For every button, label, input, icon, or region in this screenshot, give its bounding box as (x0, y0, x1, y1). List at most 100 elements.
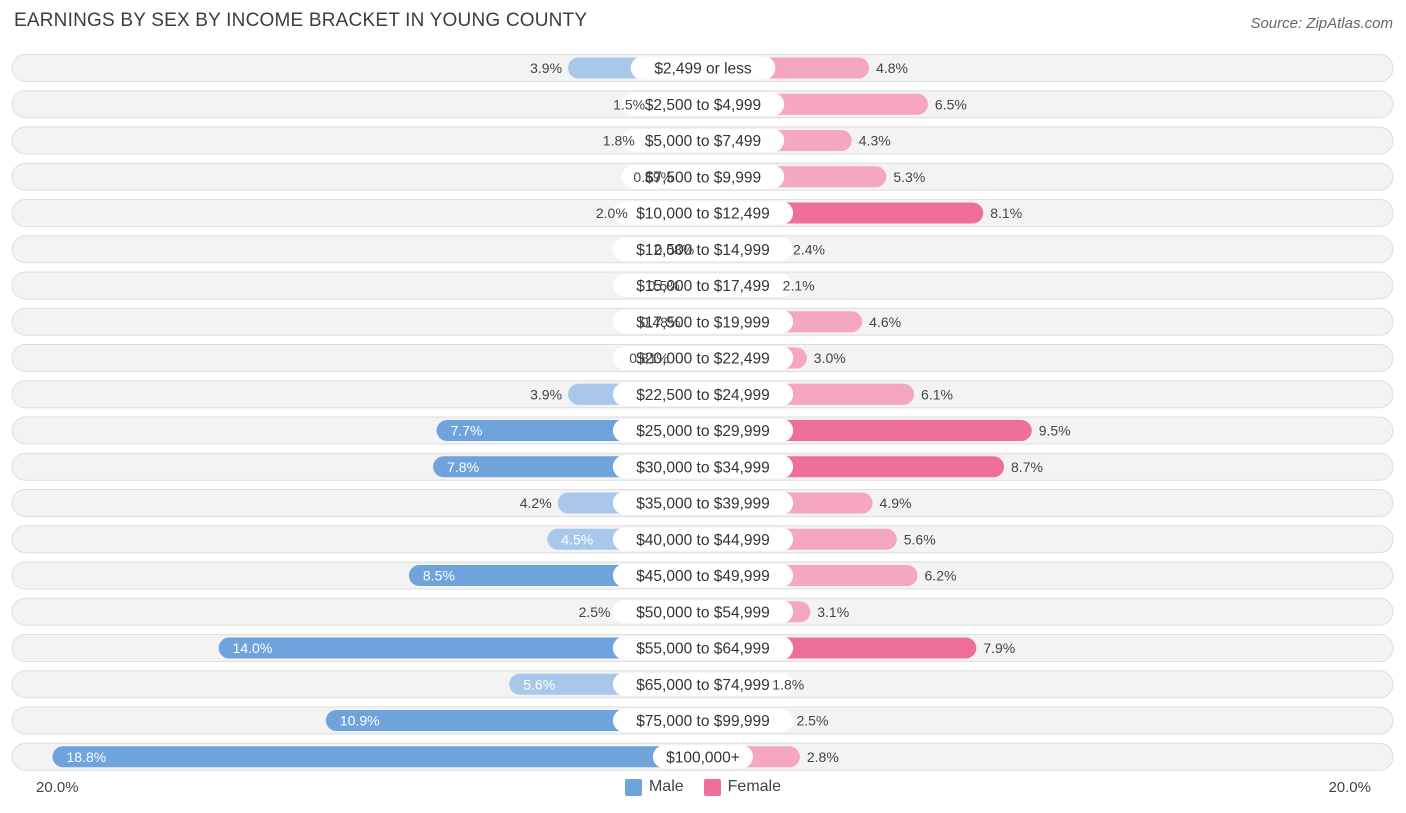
source-credit: Source: ZipAtlas.com (1250, 15, 1393, 32)
male-value-label: 7.8% (447, 459, 479, 475)
female-value-label: 4.9% (880, 495, 912, 511)
category-label: $15,000 to $17,499 (636, 278, 770, 295)
male-value-label: 0.69% (633, 169, 673, 185)
female-value-label: 6.5% (935, 96, 967, 112)
category-pill (612, 564, 794, 587)
category-pill (612, 419, 794, 442)
row-13: $40,000 to $44,999 4.5% 5.6% (11, 525, 1394, 554)
male-value-label: 4.2% (520, 495, 552, 511)
category-label: $40,000 to $44,999 (636, 532, 770, 549)
male-value-label: 10.9% (340, 713, 380, 729)
male-value-label: 0.08% (655, 241, 695, 257)
category-label: $55,000 to $64,999 (636, 641, 770, 658)
category-label: $50,000 to $54,999 (636, 604, 770, 621)
male-value-label: 1.8% (603, 133, 635, 149)
female-value-label: 6.1% (921, 386, 953, 402)
male-value-label: 5.6% (523, 676, 555, 692)
legend-swatch-male (624, 778, 642, 796)
category-label: $2,500 to $4,999 (645, 97, 761, 114)
category-pill (612, 527, 794, 551)
category-label: $5,000 to $7,499 (645, 133, 761, 150)
category-pill (652, 745, 754, 769)
category-pill (612, 274, 794, 297)
female-value-label: 3.1% (817, 604, 849, 620)
category-pill (621, 129, 785, 152)
legend-item-female[interactable]: Female (703, 778, 782, 796)
axis-right-label: 20.0% (1328, 779, 1371, 796)
female-value-label: 2.8% (807, 749, 839, 765)
female-value-label: 7.9% (983, 640, 1015, 656)
category-pill (612, 491, 794, 515)
male-value-label: 7.7% (451, 423, 483, 439)
category-label: $7,500 to $9,999 (645, 169, 761, 186)
male-value-label: 1.5% (613, 96, 645, 112)
row-15: $50,000 to $54,999 2.5% 3.1% (11, 597, 1394, 626)
category-pill (612, 709, 794, 732)
row-18: $75,000 to $99,999 10.9% 2.5% (11, 706, 1394, 735)
female-value-label: 4.3% (859, 133, 891, 149)
row-10: $25,000 to $29,999 7.7% 9.5% (11, 416, 1394, 445)
row-12: $35,000 to $39,999 4.2% 4.9% (11, 489, 1394, 517)
category-label: $65,000 to $74,999 (636, 677, 770, 694)
legend-swatch-female (703, 778, 721, 796)
category-pill (612, 201, 794, 225)
category-label: $35,000 to $39,999 (636, 496, 770, 513)
category-label: $75,000 to $99,999 (636, 713, 770, 730)
female-value-label: 5.3% (893, 169, 925, 185)
category-label: $22,500 to $24,999 (636, 387, 770, 404)
category-label: $10,000 to $12,499 (636, 206, 770, 223)
row-11: $30,000 to $34,999 7.8% 8.7% (11, 452, 1394, 481)
legend-item-male[interactable]: Male (624, 778, 684, 796)
category-pill (612, 382, 794, 406)
male-bar (218, 637, 713, 659)
female-value-label: 8.1% (990, 205, 1022, 221)
male-value-label: 3.9% (530, 60, 562, 76)
legend-label-male: Male (648, 778, 684, 795)
category-pill (612, 346, 794, 370)
male-value-label: 3.9% (530, 386, 562, 402)
female-value-label: 8.7% (1011, 459, 1043, 475)
male-value-label: 0.48% (641, 314, 681, 330)
female-value-label: 4.6% (869, 314, 901, 330)
row-19: $100,000+ 18.8% 2.8% (11, 742, 1394, 771)
row-14: $45,000 to $49,999 8.5% 6.2% (11, 561, 1394, 590)
category-pill (621, 165, 785, 189)
category-pill (612, 636, 794, 660)
male-value-label: 2.5% (579, 604, 611, 620)
category-label: $12,500 to $14,999 (636, 242, 770, 259)
row-0: $2,499 or less 3.9% 4.8% (11, 54, 1394, 82)
row-9: $22,500 to $24,999 3.9% 6.1% (11, 380, 1394, 409)
male-bar (52, 746, 713, 768)
category-label: $45,000 to $49,999 (636, 568, 770, 585)
female-value-label: 6.2% (925, 568, 957, 584)
female-value-label: 2.4% (793, 241, 825, 257)
category-label: $30,000 to $34,999 (636, 459, 770, 476)
row-2: $5,000 to $7,499 1.8% 4.3% (11, 126, 1394, 155)
category-pill (612, 455, 794, 479)
legend: Male Female (0, 778, 1406, 796)
female-value-label: 9.5% (1039, 423, 1071, 439)
axis-left-label: 20.0% (36, 779, 79, 796)
male-value-label: 0.81% (629, 350, 669, 366)
category-pill (630, 56, 776, 80)
category-label: $2,499 or less (654, 61, 752, 78)
female-value-label: 2.5% (797, 713, 829, 729)
male-value-label: 2.0% (596, 205, 628, 221)
category-pill (612, 600, 794, 624)
chart-title: EARNINGS BY SEX BY INCOME BRACKET IN YOU… (14, 10, 588, 31)
category-label: $20,000 to $22,499 (636, 351, 770, 368)
category-pill (612, 672, 794, 696)
category-label: $17,500 to $19,999 (636, 314, 770, 331)
male-value-label: 18.8% (67, 749, 107, 765)
row-4: $10,000 to $12,499 2.0% 8.1% (11, 199, 1394, 227)
legend-label-female: Female (727, 778, 782, 795)
female-value-label: 3.0% (814, 350, 846, 366)
female-value-label: 2.1% (783, 278, 815, 294)
female-value-label: 1.8% (772, 676, 804, 692)
